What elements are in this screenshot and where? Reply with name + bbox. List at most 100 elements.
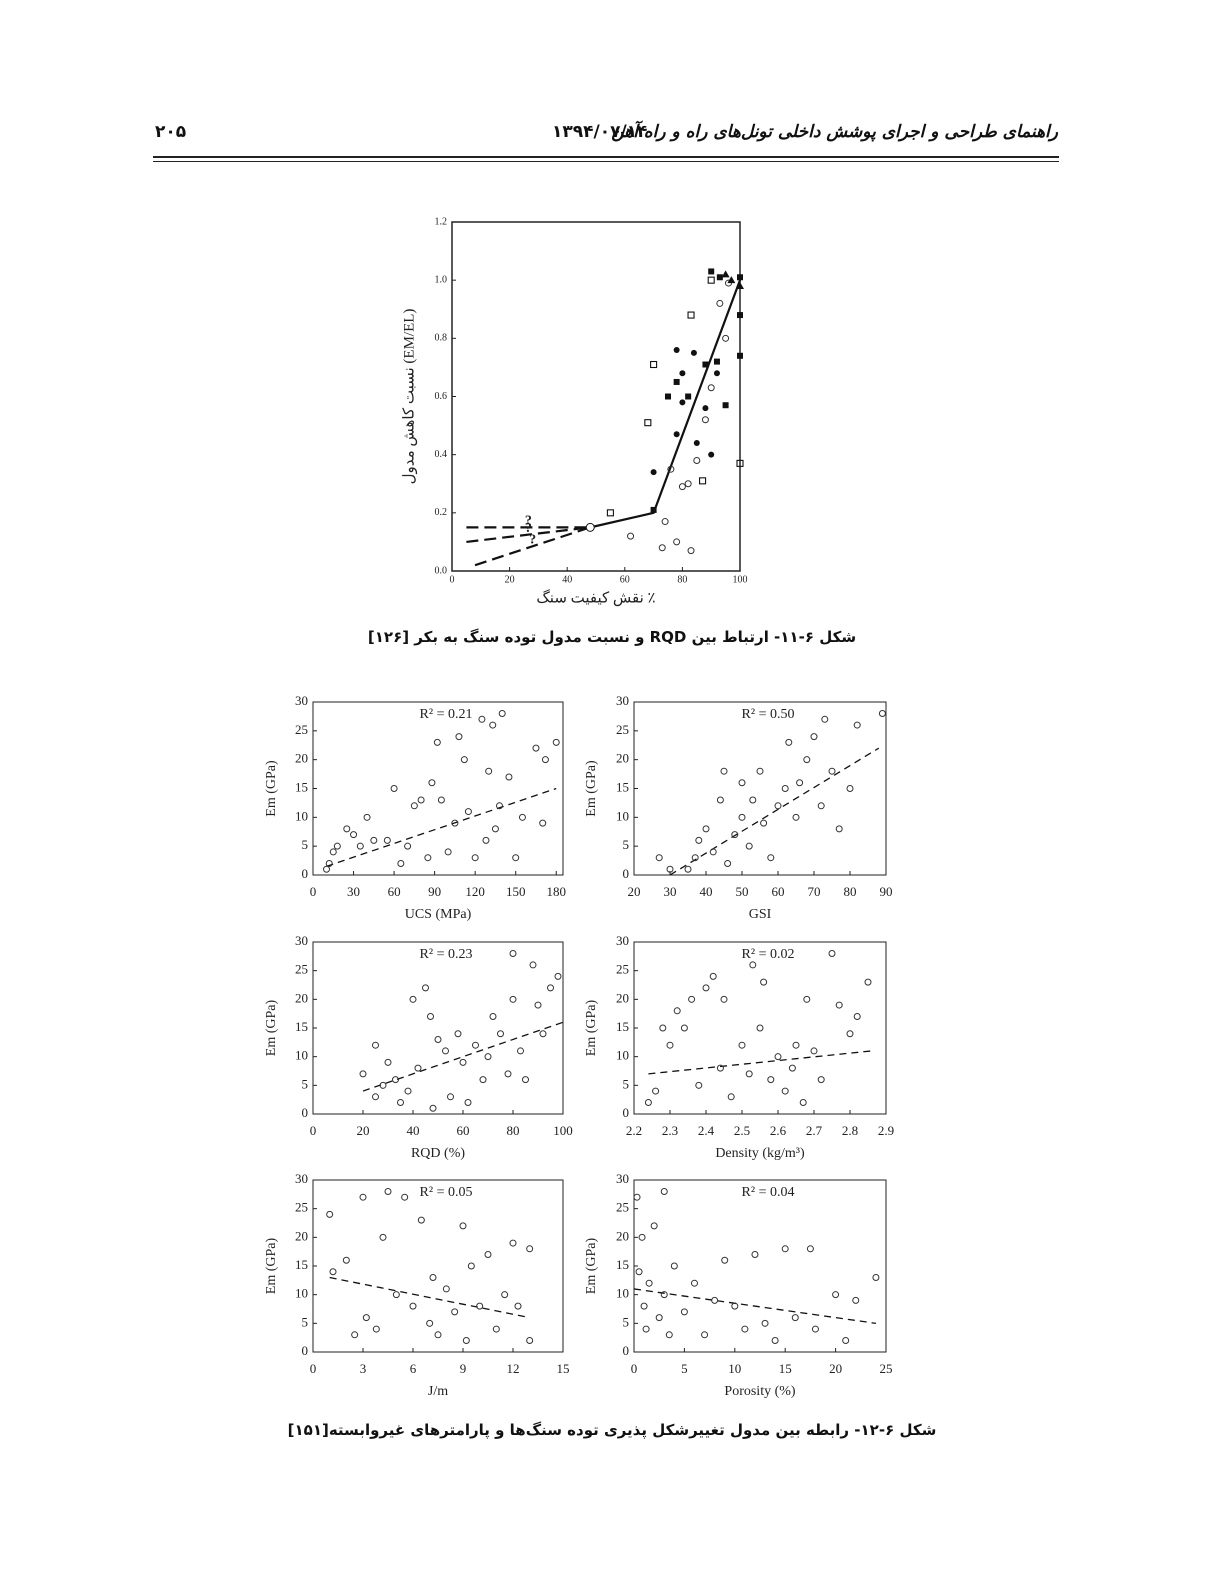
x-tick-label: 120 [465,884,485,899]
x-axis-label: Porosity (%) [724,1384,796,1399]
point [410,802,418,810]
point [509,995,517,1003]
point [644,419,652,427]
point [737,352,743,359]
point [363,813,371,821]
point [655,1314,663,1322]
x-tick-label: 50 [736,884,749,899]
point [606,509,614,517]
x-tick-label: 25 [880,1361,893,1376]
x-tick-label: 40 [562,574,572,585]
point [442,1047,449,1055]
point [761,1319,769,1327]
y-tick-label: 25 [295,1200,308,1215]
point [745,842,753,850]
y-tick-label: 30 [616,693,629,708]
point [853,1013,861,1021]
point [716,1064,724,1072]
x-tick-label: 40 [407,1123,420,1138]
y-tick-label: 0.6 [435,391,448,402]
point [707,276,715,284]
point [722,334,730,342]
point [484,1053,492,1061]
point [323,865,331,873]
point [633,1193,641,1201]
point [645,1279,653,1287]
x-tick-label: 20 [829,1361,842,1376]
point [872,1273,880,1281]
x-tick-label: 9 [460,1361,467,1376]
point [711,1296,719,1304]
point [384,1058,392,1066]
point [517,1047,524,1055]
point [342,1256,350,1264]
point [731,1302,739,1310]
y-tick-label: 30 [295,933,308,948]
point [666,865,674,873]
point [372,1325,380,1333]
point [745,1070,753,1078]
point [652,1087,660,1095]
y-tick-label: 25 [616,722,629,737]
x-tick-label: 10 [728,1361,741,1376]
x-tick-label: 20 [505,574,515,585]
point [685,393,692,400]
x-tick-label: 150 [506,884,526,899]
point [749,961,757,969]
point [539,1030,547,1038]
point [495,802,503,810]
point [437,796,445,804]
point [479,1076,487,1084]
point [650,1222,658,1230]
point [428,779,436,787]
point [409,1302,417,1310]
x-tick-label: 60 [457,1123,470,1138]
point [665,1331,673,1339]
header-title: راهنمای طراحی و اجرای پوشش داخلی تونل‌ها… [611,122,1058,142]
point [392,1291,400,1299]
point [401,1193,409,1201]
r-squared: R² = 0.02 [742,947,795,962]
point [640,1302,648,1310]
point [472,1041,479,1049]
y-axis-label: Em (GPa) [584,999,599,1056]
point [444,848,452,856]
point [554,972,562,980]
point [359,1193,367,1201]
point [738,779,746,787]
point [817,1076,825,1084]
x-axis-label: UCS (MPa) [405,907,472,922]
point [835,825,843,833]
x-tick-label: 2.8 [842,1123,858,1138]
y-tick-label: 0.2 [435,507,448,518]
point [691,854,699,862]
point [492,1325,500,1333]
point [781,1245,789,1253]
x-tick-label: 6 [410,1361,417,1376]
y-tick-label: 0 [623,1343,630,1358]
point [660,1291,668,1299]
point [716,274,723,281]
point [427,1013,434,1021]
point [433,738,441,746]
plot-frame [633,941,887,1115]
y-axis-label: Em (GPa) [264,760,279,817]
point [785,738,793,746]
point [501,1291,509,1299]
point [489,1013,497,1021]
plot-frame [312,941,564,1115]
point [329,1268,337,1276]
point [713,370,720,377]
y-axis-label: Em (GPa) [584,760,599,817]
point [679,399,686,406]
x-axis-label: RQD (%) [411,1146,465,1161]
y-tick-label: 0.0 [435,565,448,576]
x-tick-label: 90 [880,884,893,899]
point [731,831,739,839]
figure-caption: شکل ۶-۱۱- ارتباط بین RQD و نسبت مدول تود… [367,628,857,646]
point [459,1222,467,1230]
point [673,431,680,438]
y-tick-label: 20 [295,1228,308,1243]
